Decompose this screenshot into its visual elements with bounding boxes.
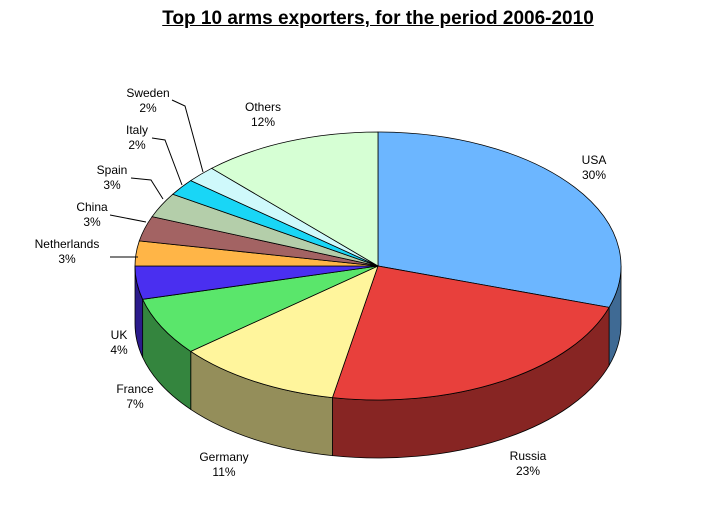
slice-name-uk: UK	[111, 328, 128, 342]
slice-name-spain: Spain	[97, 163, 128, 177]
slice-value-others: 12%	[251, 115, 275, 129]
slice-name-usa: USA	[582, 153, 607, 167]
slice-label-netherlands: Netherlands 3%	[35, 237, 100, 266]
slice-name-netherlands: Netherlands	[35, 237, 100, 251]
leader-line-italy	[152, 138, 182, 185]
slice-label-others: Others 12%	[245, 100, 281, 129]
slice-value-russia: 23%	[516, 464, 540, 478]
slice-value-france: 7%	[126, 397, 144, 411]
slice-value-spain: 3%	[103, 178, 121, 192]
slice-label-germany: Germany 11%	[199, 450, 248, 479]
slice-name-italy: Italy	[126, 123, 148, 137]
leader-line-sweden	[172, 100, 203, 172]
slice-value-usa: 30%	[582, 168, 606, 182]
slice-label-uk: UK 4%	[110, 328, 128, 357]
slice-name-france: France	[116, 382, 154, 396]
slice-label-sweden: Sweden 2%	[126, 86, 169, 115]
slice-label-france: France 7%	[116, 382, 154, 411]
slice-name-sweden: Sweden	[126, 86, 169, 100]
slice-name-russia: Russia	[510, 449, 547, 463]
slice-value-germany: 11%	[212, 465, 235, 479]
slice-label-italy: Italy 2%	[126, 123, 148, 152]
slice-value-sweden: 2%	[139, 101, 157, 115]
slice-label-china: China 3%	[76, 200, 108, 229]
slice-label-russia: Russia 23%	[510, 449, 547, 478]
slice-value-uk: 4%	[110, 343, 128, 357]
slice-label-usa: USA 30%	[582, 153, 607, 182]
pie-top-layer	[135, 132, 621, 400]
slice-value-netherlands: 3%	[58, 252, 76, 266]
leader-line-china	[110, 215, 146, 222]
slice-name-germany: Germany	[199, 450, 248, 464]
slice-name-others: Others	[245, 100, 281, 114]
slice-value-italy: 2%	[128, 138, 146, 152]
slice-value-china: 3%	[83, 215, 101, 229]
slice-name-china: China	[76, 200, 108, 214]
slice-label-spain: Spain 3%	[97, 163, 128, 192]
leader-line-spain	[131, 178, 163, 199]
